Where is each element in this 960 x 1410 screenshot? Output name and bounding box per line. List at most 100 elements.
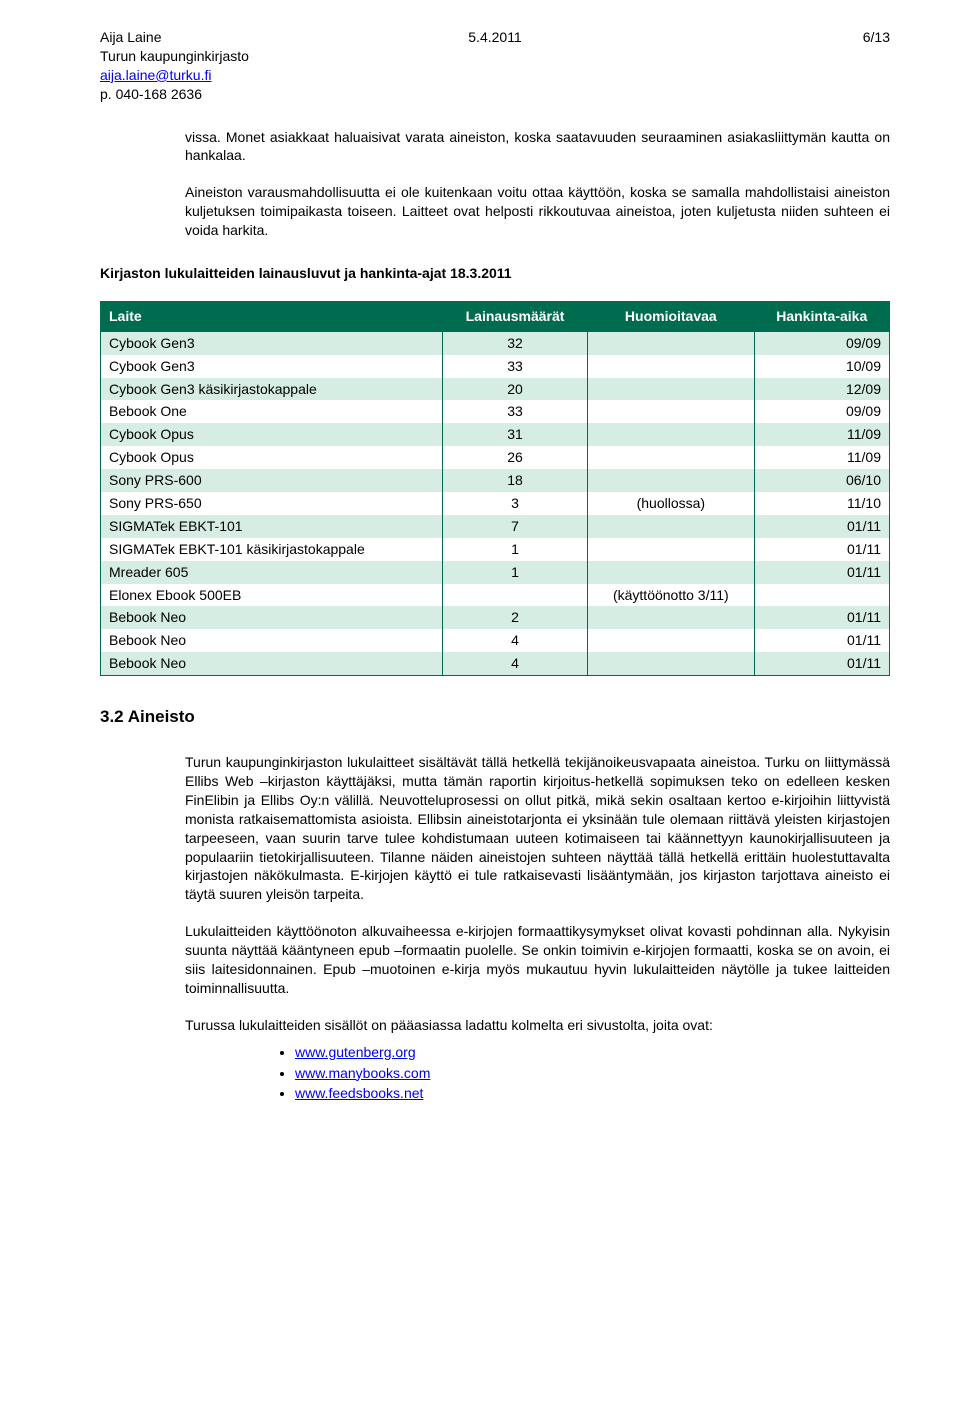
cell-acq: 01/11 — [754, 606, 890, 629]
cell-note — [588, 515, 754, 538]
cell-acq: 09/09 — [754, 400, 890, 423]
cell-device: Mreader 605 — [101, 561, 443, 584]
table-row: Bebook Neo2 01/11 — [101, 606, 890, 629]
cell-loans: 33 — [442, 355, 587, 378]
author-email: aija.laine@turku.fi — [100, 67, 212, 83]
links-list: www.gutenberg.org www.manybooks.com www.fe… — [295, 1043, 890, 1104]
cell-loans: 18 — [442, 469, 587, 492]
cell-device: Cybook Gen3 — [101, 355, 443, 378]
cell-device: Bebook Neo — [101, 606, 443, 629]
table-row: Cybook Opus26 11/09 — [101, 446, 890, 469]
org-name: Turun kaupunginkirjasto — [100, 47, 468, 66]
cell-acq: 11/09 — [754, 423, 890, 446]
cell-acq: 01/11 — [754, 652, 890, 675]
cell-loans: 4 — [442, 629, 587, 652]
loans-table: Laite Lainausmäärät Huomioitavaa Hankint… — [100, 301, 890, 676]
cell-acq: 01/11 — [754, 515, 890, 538]
cell-acq: 10/09 — [754, 355, 890, 378]
intro-paragraph-2: Aineiston varausmahdollisuutta ei ole ku… — [185, 183, 890, 240]
table-row: Bebook Neo4 01/11 — [101, 629, 890, 652]
aineisto-p3: Turussa lukulaitteiden sisällöt on pääas… — [185, 1016, 890, 1035]
table-row: Bebook Neo4 01/11 — [101, 652, 890, 675]
col-device: Laite — [101, 301, 443, 331]
cell-loans: 4 — [442, 652, 587, 675]
author-name: Aija Laine — [100, 28, 468, 47]
cell-note — [588, 446, 754, 469]
cell-acq: 12/09 — [754, 378, 890, 401]
table-row: Cybook Gen33209/09 — [101, 331, 890, 354]
cell-loans: 31 — [442, 423, 587, 446]
table-header-row: Laite Lainausmäärät Huomioitavaa Hankint… — [101, 301, 890, 331]
author-phone: p. 040-168 2636 — [100, 85, 468, 104]
cell-device: Elonex Ebook 500EB — [101, 584, 443, 607]
cell-loans — [442, 584, 587, 607]
list-item: www.manybooks.com — [295, 1064, 890, 1083]
cell-note — [588, 423, 754, 446]
aineisto-p2: Lukulaitteiden käyttöönoton alkuvaiheess… — [185, 922, 890, 998]
page-number: 6/13 — [522, 28, 890, 104]
table-row: SIGMATek EBKT-101 käsikirjastokappale1 01… — [101, 538, 890, 561]
cell-loans: 20 — [442, 378, 587, 401]
cell-loans: 32 — [442, 331, 587, 354]
table-row: SIGMATek EBKT-1017 01/11 — [101, 515, 890, 538]
table-row: Elonex Ebook 500EB (käyttöönotto 3/11) — [101, 584, 890, 607]
source-link[interactable]: www.gutenberg.org — [295, 1044, 416, 1060]
header-left: Aija Laine Turun kaupunginkirjasto aija.… — [100, 28, 468, 104]
cell-note — [588, 629, 754, 652]
cell-acq: 01/11 — [754, 561, 890, 584]
cell-device: Bebook Neo — [101, 629, 443, 652]
cell-acq — [754, 584, 890, 607]
col-loans: Lainausmäärät — [442, 301, 587, 331]
aineisto-block: Turun kaupunginkirjaston lukulaitteet si… — [185, 753, 890, 1103]
cell-note — [588, 606, 754, 629]
cell-loans: 1 — [442, 561, 587, 584]
table-row: Sony PRS-6503(huollossa)11/10 — [101, 492, 890, 515]
cell-acq: 06/10 — [754, 469, 890, 492]
cell-loans: 7 — [442, 515, 587, 538]
list-item: www.gutenberg.org — [295, 1043, 890, 1062]
table-row: Cybook Gen3 käsikirjastokappale2012/09 — [101, 378, 890, 401]
cell-loans: 3 — [442, 492, 587, 515]
cell-device: Sony PRS-600 — [101, 469, 443, 492]
cell-note — [588, 378, 754, 401]
cell-device: Cybook Opus — [101, 423, 443, 446]
cell-note — [588, 561, 754, 584]
cell-note — [588, 331, 754, 354]
cell-acq: 01/11 — [754, 538, 890, 561]
cell-device: Cybook Opus — [101, 446, 443, 469]
table-row: Cybook Gen333 10/09 — [101, 355, 890, 378]
table-row: Bebook One3309/09 — [101, 400, 890, 423]
page-header: Aija Laine Turun kaupunginkirjasto aija.… — [100, 28, 890, 104]
aineisto-title: 3.2 Aineisto — [100, 706, 890, 729]
cell-acq: 11/09 — [754, 446, 890, 469]
table-row: Sony PRS-60018 06/10 — [101, 469, 890, 492]
list-item: www.feedsbooks.net — [295, 1084, 890, 1103]
table-row: Mreader 6051 01/11 — [101, 561, 890, 584]
cell-note — [588, 538, 754, 561]
cell-note — [588, 355, 754, 378]
cell-loans: 1 — [442, 538, 587, 561]
cell-device: Cybook Gen3 — [101, 331, 443, 354]
source-link[interactable]: www.feedsbooks.net — [295, 1085, 423, 1101]
intro-paragraph-1: vissa. Monet asiakkaat haluaisivat varat… — [185, 128, 890, 166]
cell-device: SIGMATek EBKT-101 — [101, 515, 443, 538]
cell-acq: 11/10 — [754, 492, 890, 515]
aineisto-p1: Turun kaupunginkirjaston lukulaitteet si… — [185, 753, 890, 904]
cell-note — [588, 652, 754, 675]
cell-loans: 33 — [442, 400, 587, 423]
cell-note: (käyttöönotto 3/11) — [588, 584, 754, 607]
header-date: 5.4.2011 — [468, 28, 521, 104]
cell-loans: 26 — [442, 446, 587, 469]
cell-acq: 01/11 — [754, 629, 890, 652]
cell-note — [588, 400, 754, 423]
cell-note — [588, 469, 754, 492]
col-acq: Hankinta-aika — [754, 301, 890, 331]
table-section-title: Kirjaston lukulaitteiden lainausluvut ja… — [100, 264, 890, 283]
cell-loans: 2 — [442, 606, 587, 629]
source-link[interactable]: www.manybooks.com — [295, 1065, 430, 1081]
cell-device: SIGMATek EBKT-101 käsikirjastokappale — [101, 538, 443, 561]
intro-block: vissa. Monet asiakkaat haluaisivat varat… — [185, 128, 890, 240]
cell-device: Bebook Neo — [101, 652, 443, 675]
cell-device: Sony PRS-650 — [101, 492, 443, 515]
table-row: Cybook Opus31 11/09 — [101, 423, 890, 446]
